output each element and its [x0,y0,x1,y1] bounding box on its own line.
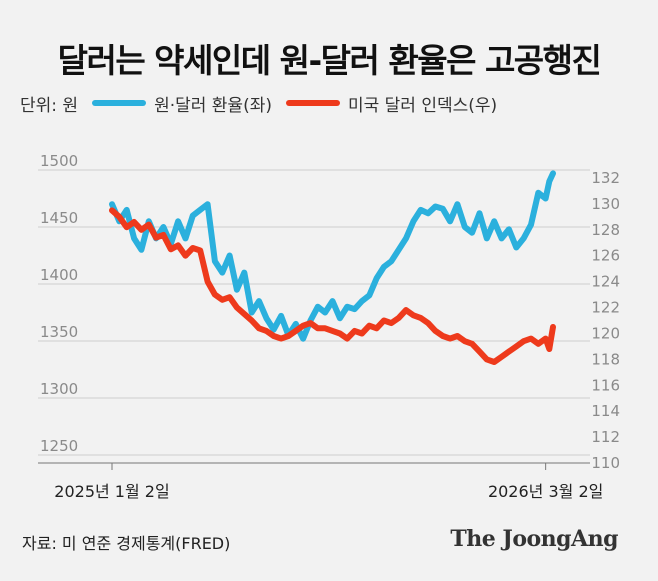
legend-label-dxy: 미국 달러 인덱스(우) [347,95,498,116]
y-right-tick-label: 130 [591,195,620,213]
y-right-tick-label: 110 [591,454,620,472]
series-line-krw [109,170,556,342]
brand-logo: The JoongAng [450,526,618,552]
y-right-tick-label: 118 [591,350,620,368]
y-right-tick-label: 116 [591,376,620,394]
x-tick-label: 2025년 1월 2일 [54,482,169,501]
y-right-tick-label: 128 [591,221,620,239]
y-left-tick-label: 1250 [40,437,78,455]
x-tick-label: 2026년 3월 2일 [488,482,603,501]
y-right-tick-label: 122 [591,299,620,317]
y-left-tick-label: 1400 [40,266,78,284]
y-left-tick-label: 1450 [40,209,78,227]
y-left-tick-label: 1300 [40,380,78,398]
series-line-dxy [109,207,556,365]
y-left-tick-label: 1350 [40,323,78,341]
chart-title: 달러는 약세인데 원-달러 환율은 고공행진 [57,41,602,80]
legend: 단위: 원 원·달러 환율(좌) 미국 달러 인덱스(우) [20,92,511,116]
y-right-tick-label: 132 [591,169,620,187]
source-note: 자료: 미 연준 경제통계(FRED) [22,534,231,553]
y-right-tick-label: 124 [591,273,620,291]
legend-label-krw: 원·달러 환율(좌) [154,95,272,116]
unit-label: 단위: 원 [20,95,79,116]
legend-swatch-dxy [285,100,340,106]
legend-swatch-krw [92,100,147,106]
y-right-tick-label: 114 [591,402,620,420]
y-right-tick-label: 126 [591,247,620,265]
y-left-tick-label: 1500 [40,152,78,170]
y-right-tick-label: 120 [591,324,620,342]
y-right-tick-label: 112 [591,428,620,446]
